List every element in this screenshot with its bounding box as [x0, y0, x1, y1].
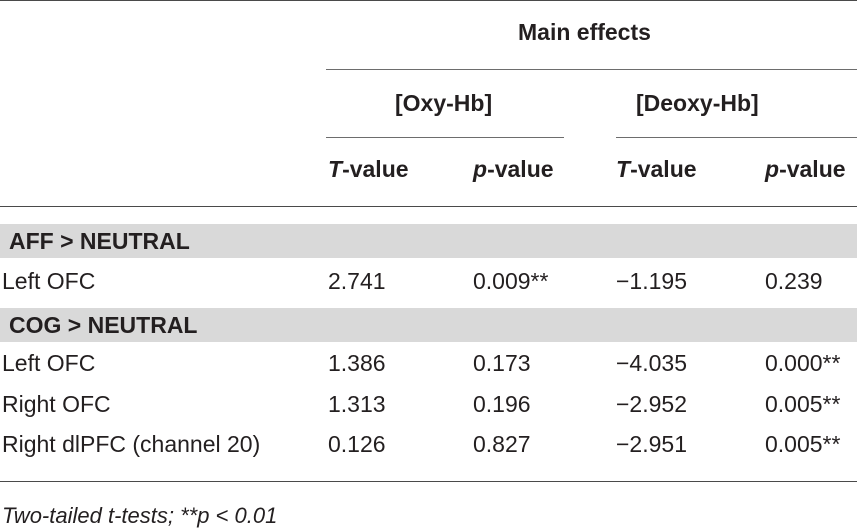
oxy-p-cell: 0.009** — [473, 268, 549, 294]
deoxy-t-cell: −2.952 — [616, 391, 687, 417]
deoxy-t-cell: −1.195 — [616, 268, 687, 294]
deoxy-p-suffix: -value — [779, 156, 846, 182]
deoxy-hb-header: [Deoxy-Hb] — [636, 90, 759, 116]
oxy-p-cell: 0.196 — [473, 391, 531, 417]
main-effects-underline — [326, 69, 857, 70]
oxy-p-suffix: -value — [487, 156, 554, 182]
main-effects-header: Main effects — [518, 19, 651, 45]
oxy-t-prefix: T — [328, 156, 343, 182]
deoxy-p-cell: 0.005** — [765, 431, 841, 457]
row-label: Right dlPFC (channel 20) — [2, 431, 261, 457]
section-title: AFF > NEUTRAL — [9, 228, 190, 254]
section-band-cog-neutral: COG > NEUTRAL — [0, 308, 857, 342]
oxy-t-cell: 1.313 — [328, 391, 386, 417]
oxy-t-suffix: -value — [342, 156, 409, 182]
oxy-p-value-header: p-value — [473, 155, 554, 183]
deoxy-p-cell: 0.239 — [765, 268, 823, 294]
row-label: Left OFC — [2, 350, 96, 376]
deoxy-p-value-header: p-value — [765, 155, 846, 183]
oxy-p-cell: 0.827 — [473, 431, 531, 457]
oxy-hb-header: [Oxy-Hb] — [395, 90, 493, 116]
section-band-aff-neutral: AFF > NEUTRAL — [0, 224, 857, 258]
deoxy-t-value-header: T-value — [616, 155, 697, 183]
table-footnote: Two-tailed t-tests; **p < 0.01 — [2, 503, 278, 528]
oxy-t-cell: 1.386 — [328, 350, 386, 376]
table-top-rule — [0, 0, 857, 1]
oxy-hb-underline — [326, 137, 564, 138]
oxy-p-prefix: p — [473, 156, 488, 182]
deoxy-t-prefix: T — [616, 156, 631, 182]
section-title: COG > NEUTRAL — [9, 312, 198, 338]
deoxy-t-suffix: -value — [630, 156, 697, 182]
deoxy-p-prefix: p — [765, 156, 780, 182]
row-label: Left OFC — [2, 268, 96, 294]
row-label: Right OFC — [2, 391, 111, 417]
deoxy-t-cell: −4.035 — [616, 350, 687, 376]
oxy-t-cell: 2.741 — [328, 268, 386, 294]
header-bottom-rule — [0, 206, 857, 207]
table-bottom-rule — [0, 481, 857, 482]
oxy-p-cell: 0.173 — [473, 350, 531, 376]
oxy-t-cell: 0.126 — [328, 431, 386, 457]
deoxy-p-cell: 0.005** — [765, 391, 841, 417]
deoxy-t-cell: −2.951 — [616, 431, 687, 457]
deoxy-hb-underline — [616, 137, 857, 138]
deoxy-p-cell: 0.000** — [765, 350, 841, 376]
oxy-t-value-header: T-value — [328, 155, 409, 183]
